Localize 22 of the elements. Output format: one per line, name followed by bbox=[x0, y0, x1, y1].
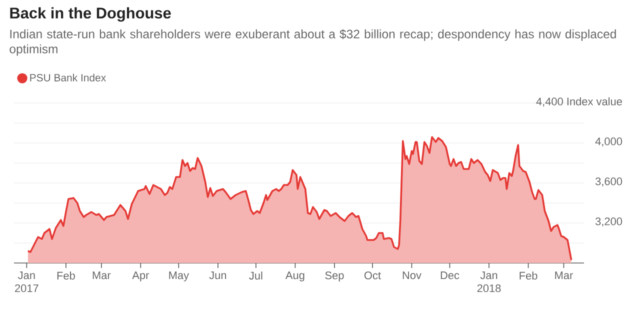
x-tick-label: Feb bbox=[57, 272, 75, 280]
y-tick-label: 4,400 Index value bbox=[536, 97, 622, 107]
x-tick-label: Apr bbox=[132, 272, 150, 282]
x-tick-label: Jan 2018 bbox=[477, 272, 501, 292]
x-tick-label: Jul bbox=[249, 272, 262, 280]
chart-subtitle: Indian state-run bank shareholders were exuberant about a $32 billion recap; despondency has now displaced optimism bbox=[10, 29, 616, 56]
x-tick-label: Feb bbox=[520, 272, 538, 280]
y-tick-label: 4,000 bbox=[595, 137, 622, 147]
y-tick-label: 3,200 bbox=[595, 217, 622, 227]
x-tick-label: Mar bbox=[555, 272, 573, 280]
x-tick-label: Jan 2017 bbox=[15, 272, 38, 292]
y-tick-label: 3,600 bbox=[595, 177, 622, 187]
x-tick-label: Nov bbox=[402, 272, 422, 280]
x-tick-label: Sep bbox=[325, 272, 344, 282]
legend-label: PSU Bank Index bbox=[30, 74, 106, 82]
x-tick-label: Oct bbox=[364, 272, 381, 280]
x-tick-label: May bbox=[169, 272, 189, 282]
x-tick-label: Jun bbox=[209, 272, 226, 280]
x-tick-label: Aug bbox=[285, 272, 304, 282]
x-tick-label: Dec bbox=[440, 272, 460, 280]
x-tick-label: Mar bbox=[92, 272, 111, 280]
chart-title: Back in the Doghouse bbox=[10, 7, 171, 22]
